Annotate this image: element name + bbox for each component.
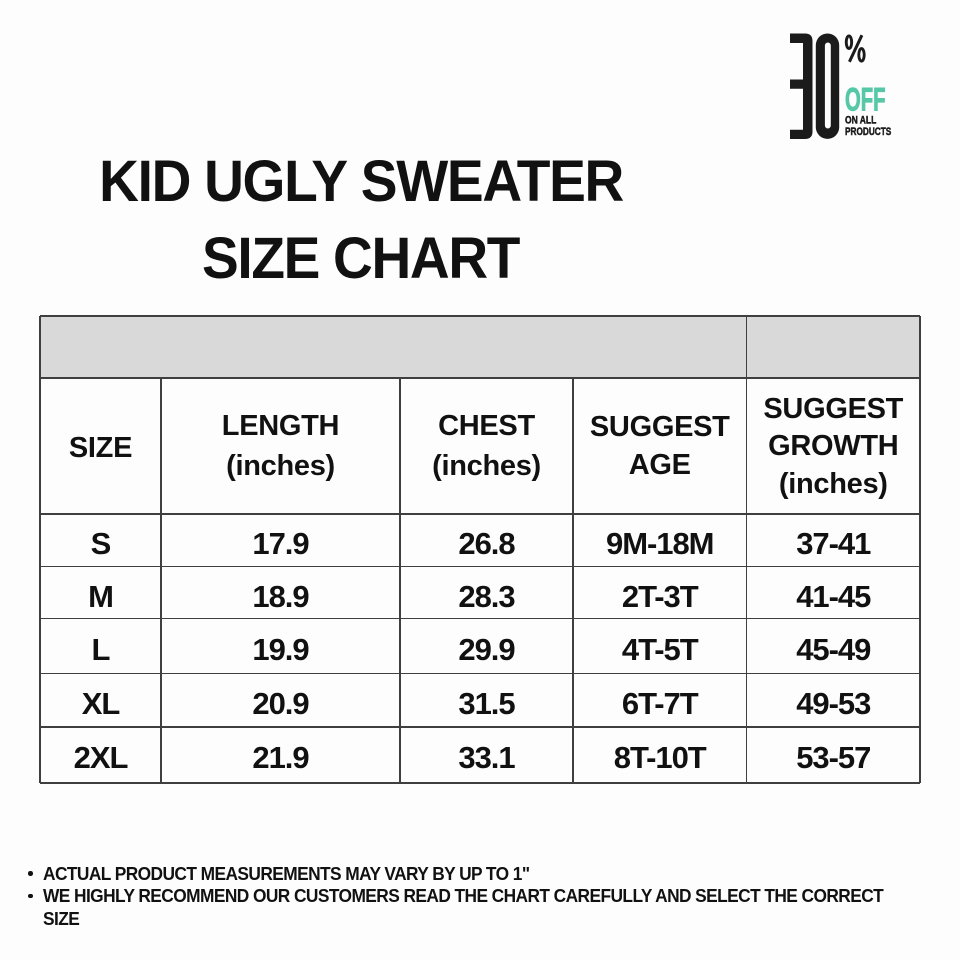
svg-text:OFF: OFF — [845, 81, 886, 117]
svg-text:PRODUCTS: PRODUCTS — [845, 126, 891, 138]
svg-text:ON ALL: ON ALL — [845, 114, 877, 126]
